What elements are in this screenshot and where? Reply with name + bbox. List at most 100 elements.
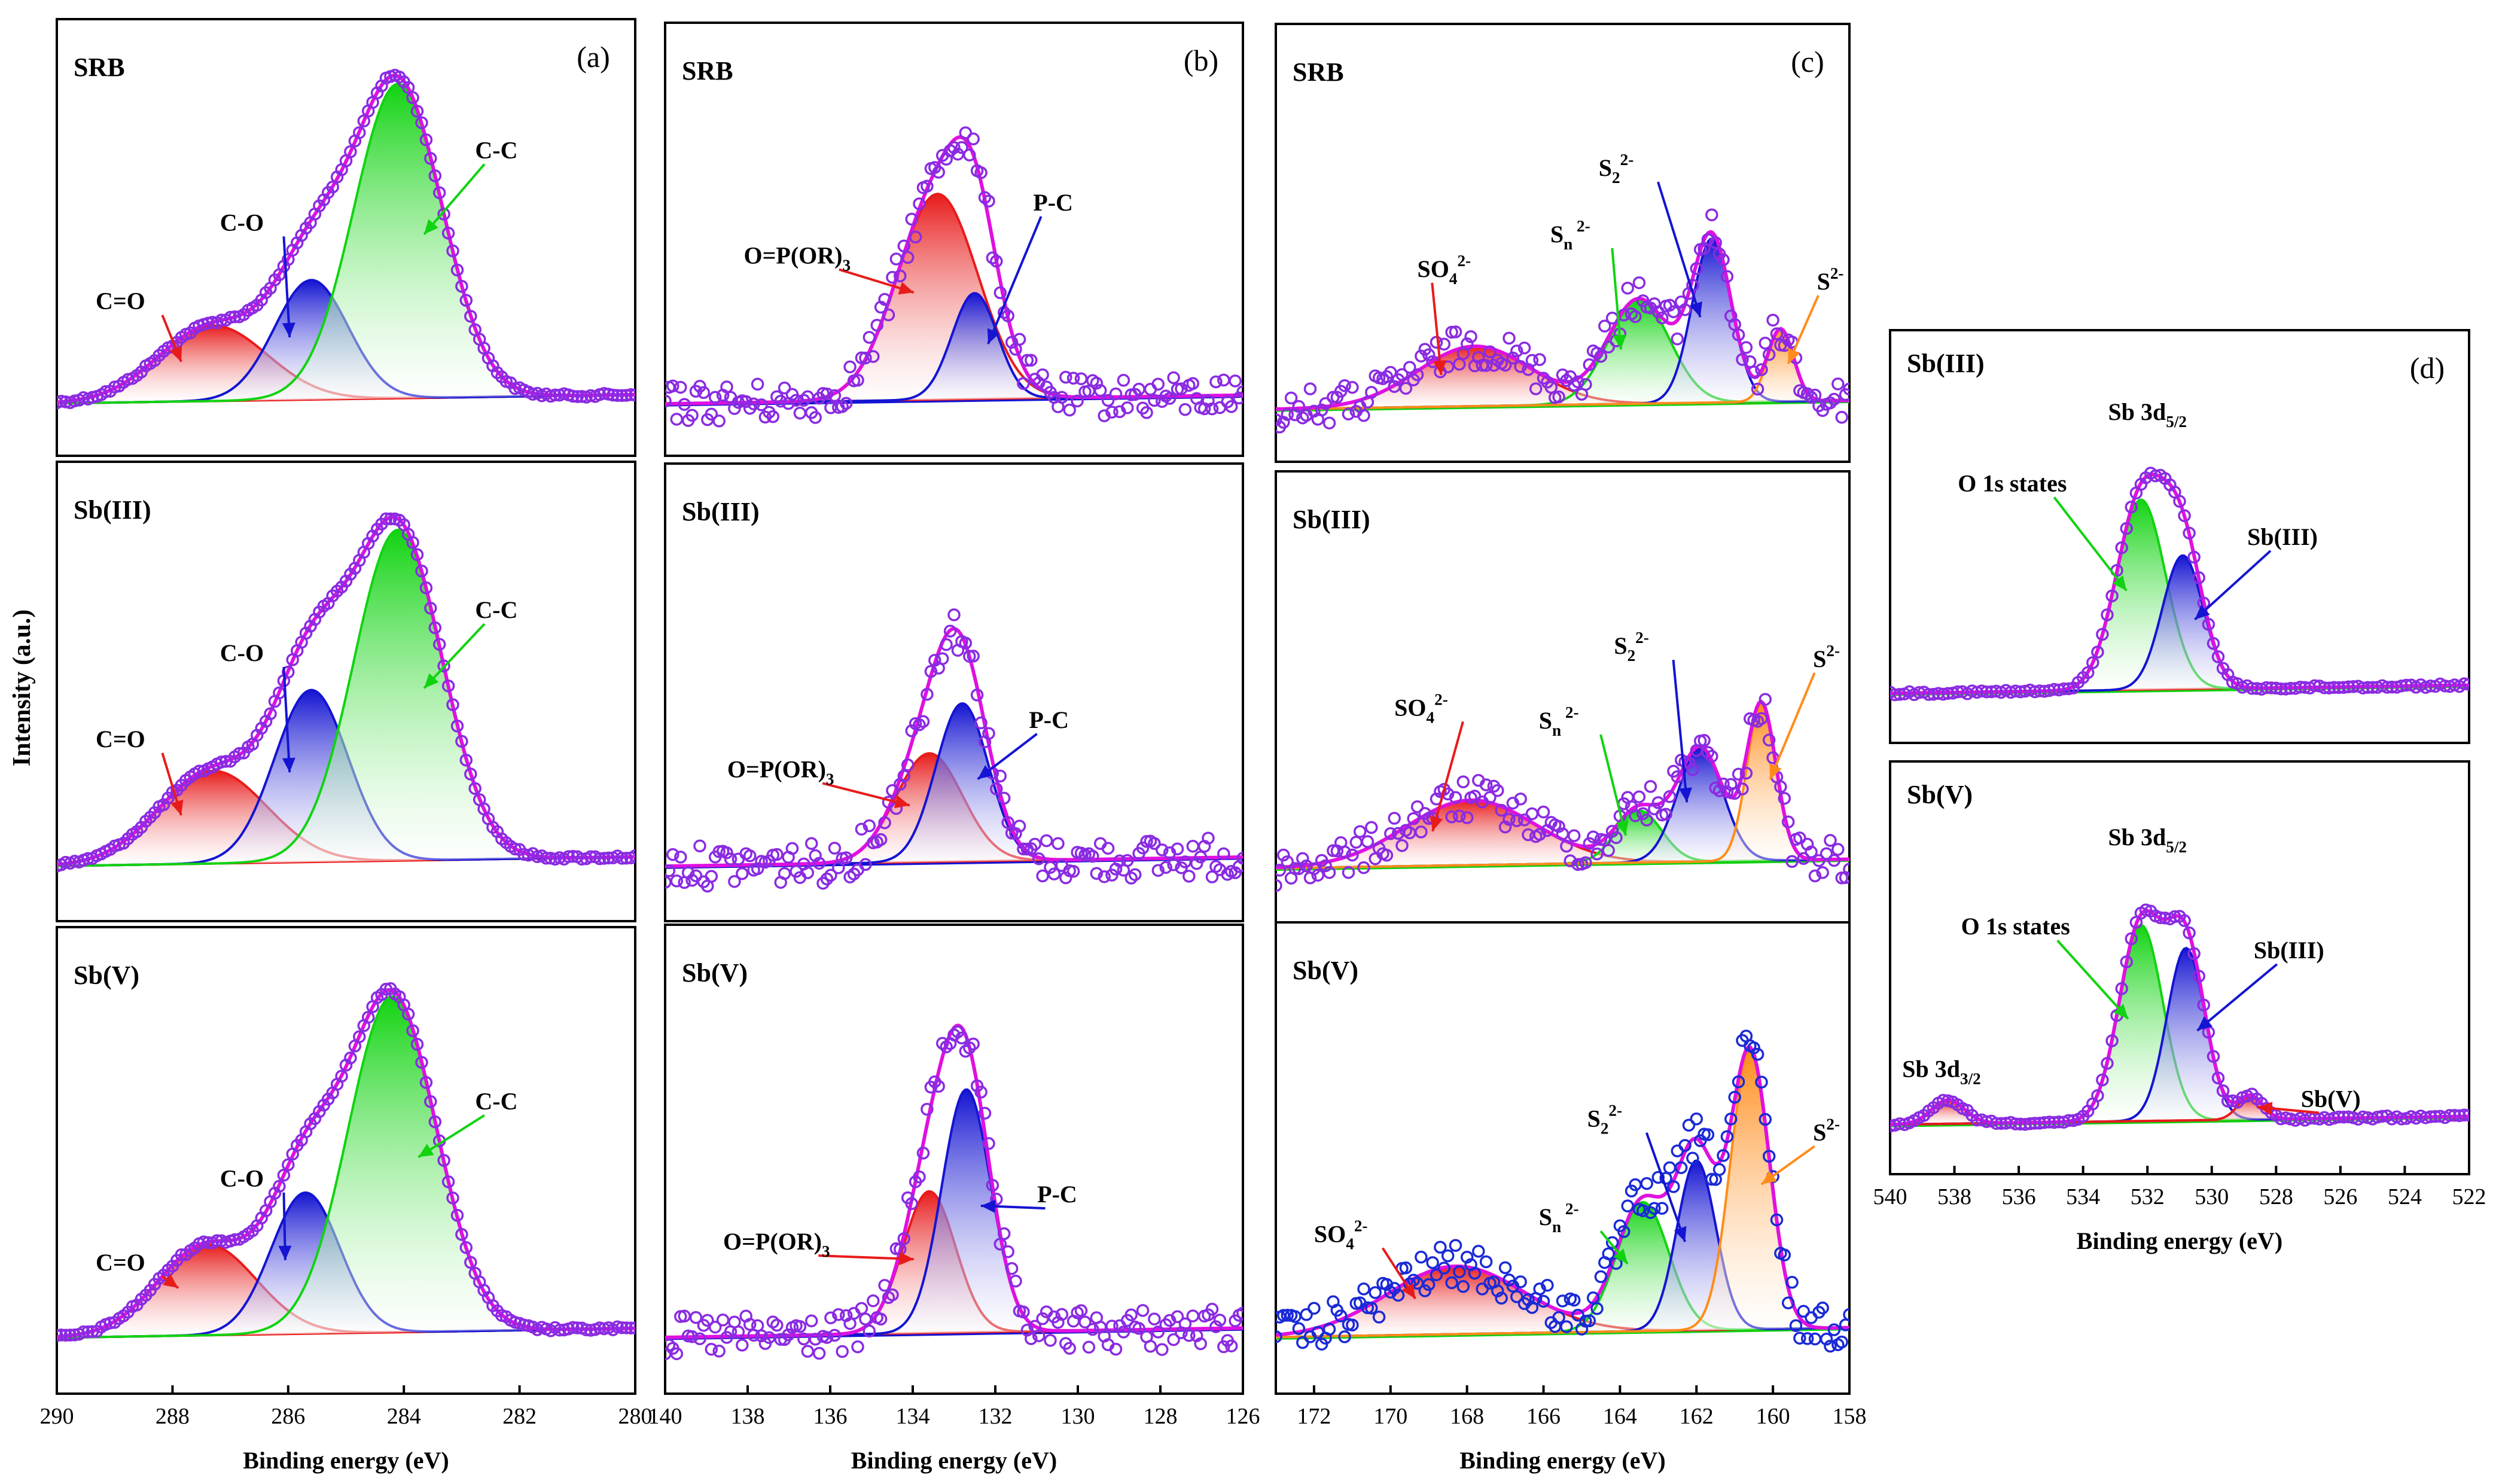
data-point <box>1059 871 1072 885</box>
data-point <box>905 212 918 226</box>
data-point <box>1194 850 1207 864</box>
data-point <box>1759 1113 1772 1126</box>
data-point <box>2458 1108 2469 1122</box>
data-point <box>1300 859 1313 873</box>
data-point <box>1236 1306 1243 1320</box>
data-point <box>446 1192 459 1205</box>
data-point <box>901 758 915 772</box>
peak-fill-s-2- <box>1276 705 1849 869</box>
data-point <box>1229 374 1242 388</box>
x-tick-label: 166 <box>1526 1404 1561 1429</box>
data-point <box>1209 1320 1223 1333</box>
annotation-arrow-line <box>423 163 486 236</box>
data-point <box>932 166 945 179</box>
data-point <box>1491 1284 1504 1297</box>
data-point <box>921 179 934 193</box>
data-point <box>1755 1075 1768 1089</box>
annotation-arrow-line <box>2194 550 2272 621</box>
peak-fill-c-o <box>57 770 635 866</box>
data-point <box>755 398 768 412</box>
peak-label: Sb 3d5/2 <box>2108 398 2187 431</box>
data-points <box>665 126 1243 428</box>
annotation-arrow-head <box>170 799 184 815</box>
data-point <box>353 126 366 139</box>
data-point <box>611 389 624 402</box>
annotation-arrow-head <box>282 322 295 337</box>
peak-fill-c-o <box>57 1244 635 1338</box>
data-point <box>1059 370 1072 384</box>
data-point <box>81 1325 95 1339</box>
data-point <box>2197 998 2211 1011</box>
peak-label: C-O <box>220 1165 264 1192</box>
data-point <box>1415 825 1428 839</box>
data-point <box>1281 1309 1294 1322</box>
x-axis-label: Binding energy (eV) <box>2077 1227 2282 1254</box>
data-point <box>410 105 424 118</box>
data-point <box>63 1328 77 1342</box>
data-point <box>1816 866 1829 879</box>
data-point <box>1800 1332 1814 1345</box>
data-point <box>824 869 837 882</box>
data-point <box>739 395 752 409</box>
data-point <box>1090 376 1104 390</box>
data-point <box>1739 766 1753 780</box>
data-point <box>1224 400 1238 413</box>
data-points <box>1890 467 2469 702</box>
data-point <box>921 1102 934 1116</box>
data-point <box>743 849 757 863</box>
data-point <box>1778 791 1791 805</box>
data-point <box>57 1329 63 1342</box>
data-point <box>705 1342 718 1356</box>
data-point <box>1770 1213 1784 1227</box>
data-point <box>943 624 957 638</box>
data-point <box>747 397 760 410</box>
data-point <box>1736 782 1749 796</box>
data-point <box>450 719 464 733</box>
data-point <box>1036 368 1049 382</box>
data-point <box>1445 1276 1458 1290</box>
data-point <box>428 621 442 635</box>
data-point <box>801 1345 815 1358</box>
data-point <box>1183 1328 1196 1342</box>
data-point <box>446 698 459 711</box>
data-point <box>598 852 611 865</box>
x-tick-label: 164 <box>1603 1404 1637 1429</box>
data-point <box>1338 1330 1351 1343</box>
data-point <box>1831 377 1845 391</box>
data-point <box>1751 382 1764 396</box>
data-point <box>620 1321 633 1334</box>
data-point <box>1460 337 1474 351</box>
data-point <box>1148 837 1161 850</box>
data-point <box>1338 845 1351 859</box>
data-point <box>1491 784 1504 797</box>
data-point <box>1434 1241 1447 1254</box>
x-tick-label: 282 <box>502 1404 537 1429</box>
data-point <box>2115 541 2128 554</box>
data-point <box>1678 303 1692 316</box>
data-point <box>2047 682 2061 696</box>
data-point <box>1281 408 1294 421</box>
data-point <box>1827 854 1841 867</box>
data-point <box>2323 681 2336 694</box>
data-point <box>1663 298 1677 312</box>
data-point <box>1564 854 1577 867</box>
data-point <box>1762 348 1776 361</box>
data-point <box>615 1321 629 1334</box>
data-point <box>77 1325 90 1339</box>
panel-d: Sb(III)Sb 3d5/2O 1s statesSb(III)Sb(V)Sb… <box>1873 329 2486 1254</box>
annotation-arrow-line <box>2196 963 2278 1032</box>
x-tick-label: 528 <box>2259 1184 2293 1209</box>
peak-fill-sb-iii- <box>1890 555 2469 694</box>
data-point <box>1232 391 1243 405</box>
data-point <box>2327 681 2340 694</box>
data-point <box>1017 377 1030 390</box>
data-point <box>1071 394 1084 408</box>
data-point <box>1430 1268 1443 1281</box>
annotation-arrow-head <box>1761 1170 1777 1184</box>
data-point <box>620 851 633 865</box>
data-point <box>1418 1284 1432 1297</box>
data-point <box>1495 803 1508 817</box>
data-point <box>1579 377 1592 391</box>
subplot-c-0: SRB SO42- Sn 2- S22- S2- <box>1275 23 1851 463</box>
peak-label: S2- <box>1817 264 1844 295</box>
